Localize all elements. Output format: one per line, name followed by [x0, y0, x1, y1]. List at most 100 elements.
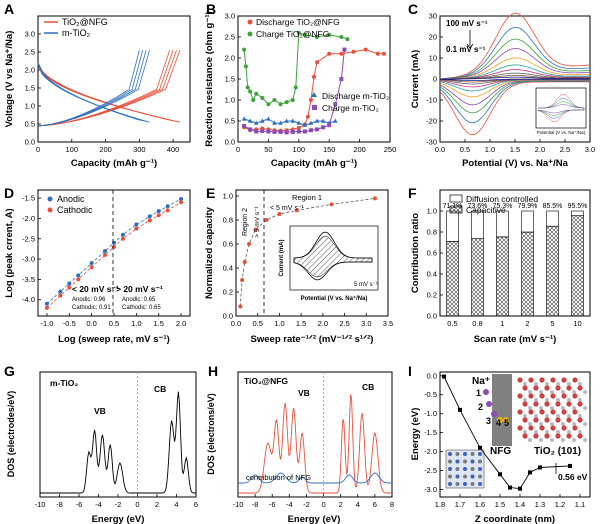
bar-percent-label: 95.5%: [568, 203, 588, 210]
bar-capacitive: [471, 238, 484, 317]
x-tick-label: -1.0: [40, 319, 53, 328]
data-point: [247, 242, 252, 246]
structure-illustration-i: 1 2 3 4 5: [445, 374, 587, 489]
oxygen-atom: [544, 417, 550, 423]
y-tick-label: 2.5: [25, 48, 35, 57]
panel-b: B 0 50 100 150 200 250 0.0 0.5 1.0 1.5 2.0 2.5 3.0 D…: [204, 1, 396, 169]
data-point: [508, 485, 512, 490]
data-point: [538, 465, 542, 470]
curves-a: [37, 50, 181, 127]
y-tick-label: 0.6: [427, 249, 437, 258]
plot-title-g: m-TiO₂: [50, 378, 78, 388]
data-point: [296, 120, 302, 125]
data-point: [245, 85, 250, 90]
bar-percent-label: 85.5%: [543, 203, 563, 210]
legend-label-anodic: Anodic: [57, 194, 85, 204]
x-axis-label-b: Capacity (mAh g⁻¹): [271, 158, 357, 169]
cv-anodic-curve: [439, 47, 591, 80]
data-point: [277, 212, 282, 216]
data-point: [260, 95, 265, 100]
oxygen-atom: [517, 425, 523, 431]
legend-label-capacitive: Capacitive: [466, 205, 506, 215]
titanium-atom: [523, 398, 527, 402]
data-point: [247, 118, 253, 123]
legend-marker-discharge-tio2-nfg: [247, 19, 253, 25]
nfg-sheet-graphic: [492, 374, 512, 446]
plot-frame-h: [237, 371, 393, 498]
x-tick-label: 1.5: [153, 319, 163, 328]
panel-i: I 1.8 1.7 1.6 1.5 1.4 1.3 1.2 1.1 0.0 -0.5 -1.0 -1.…: [408, 363, 591, 524]
region1-label: Region 1: [292, 193, 322, 202]
data-point: [296, 125, 301, 130]
oxygen-atom: [533, 401, 539, 407]
oxygen-atom: [544, 401, 550, 407]
x-tick-label: 0: [135, 500, 139, 509]
x-tick-label: 0.0: [86, 319, 96, 328]
y-tick-label: -20: [426, 117, 437, 126]
x-tick-label: -6: [76, 500, 83, 509]
lattice-atom: [455, 474, 460, 479]
y-tick-label: 2.0: [225, 54, 235, 63]
x-tick-label: 2.0: [535, 145, 545, 154]
cb-label-g: CB: [154, 384, 166, 394]
y-tick-label: 1.0: [427, 207, 437, 216]
oxygen-atom: [561, 393, 567, 399]
na-ion-label: Na⁺: [472, 376, 490, 387]
x-tick-label: 0.0: [435, 145, 445, 154]
x-tick-label: 1.5: [296, 319, 306, 328]
lattice-atom: [448, 452, 452, 456]
data-point: [272, 120, 277, 125]
data-point: [242, 260, 247, 264]
data-point: [339, 77, 344, 81]
data-point: [528, 470, 532, 475]
plot-frame-e: [235, 189, 389, 317]
data-point: [260, 118, 265, 123]
lattice-atom: [448, 467, 452, 471]
x-axis-label-g: Energy (eV): [92, 514, 145, 524]
y-axis-label-f: Contribution ratio: [410, 213, 421, 293]
titanium-atom: [561, 422, 565, 426]
x-tick-label: 1.5: [510, 145, 520, 154]
data-point: [302, 32, 307, 37]
cv-anodic-curve: [439, 38, 591, 80]
lattice-atom: [455, 467, 460, 471]
titanium-atom: [572, 422, 576, 426]
legend-d: Anodic Cathodic: [47, 194, 93, 215]
titanium-atom: [545, 382, 549, 386]
x-tick-label: 3.0: [361, 319, 371, 328]
bar-capacitive: [521, 231, 534, 317]
legend-label-diffusion: Diffusion controlled: [466, 194, 538, 204]
m-tio2-discharge-curve: [37, 64, 150, 123]
bar-diffusion: [446, 210, 459, 242]
lattice-atom: [463, 467, 467, 471]
titanium-atom: [528, 438, 532, 442]
data-point: [165, 208, 170, 213]
legend-marker-anodic: [47, 196, 53, 202]
titanium-atom: [556, 398, 560, 402]
curves-b: [241, 30, 386, 135]
legend-a: TiO₂@NFG m-TiO₂: [44, 17, 108, 38]
titanium-atom: [578, 382, 582, 386]
oxygen-atom: [517, 409, 523, 415]
scatter-e: [238, 196, 377, 309]
x-tick-label: 0.5: [447, 319, 457, 328]
x-tick-label: -10: [233, 500, 244, 509]
data-point: [165, 204, 170, 209]
data-point: [266, 116, 271, 121]
data-point: [458, 407, 462, 412]
dos-curve-tio2-nfg: [238, 394, 392, 494]
data-point: [67, 285, 72, 290]
oxygen-atom: [544, 433, 550, 439]
data-point: [321, 125, 326, 130]
x-tick-label: 8: [390, 500, 394, 509]
titanium-atom: [539, 438, 543, 442]
titanium-atom: [583, 438, 587, 442]
legend-swatch-capacitive: [449, 205, 463, 214]
titanium-atom: [583, 422, 587, 426]
oxygen-atom: [561, 409, 567, 415]
data-point: [315, 60, 320, 65]
titanium-atom: [550, 422, 554, 426]
x-axis-label-d: Log (sweep rate, mV s⁻¹): [58, 334, 170, 345]
oxygen-atom: [517, 393, 523, 399]
titanium-atom: [556, 430, 560, 434]
